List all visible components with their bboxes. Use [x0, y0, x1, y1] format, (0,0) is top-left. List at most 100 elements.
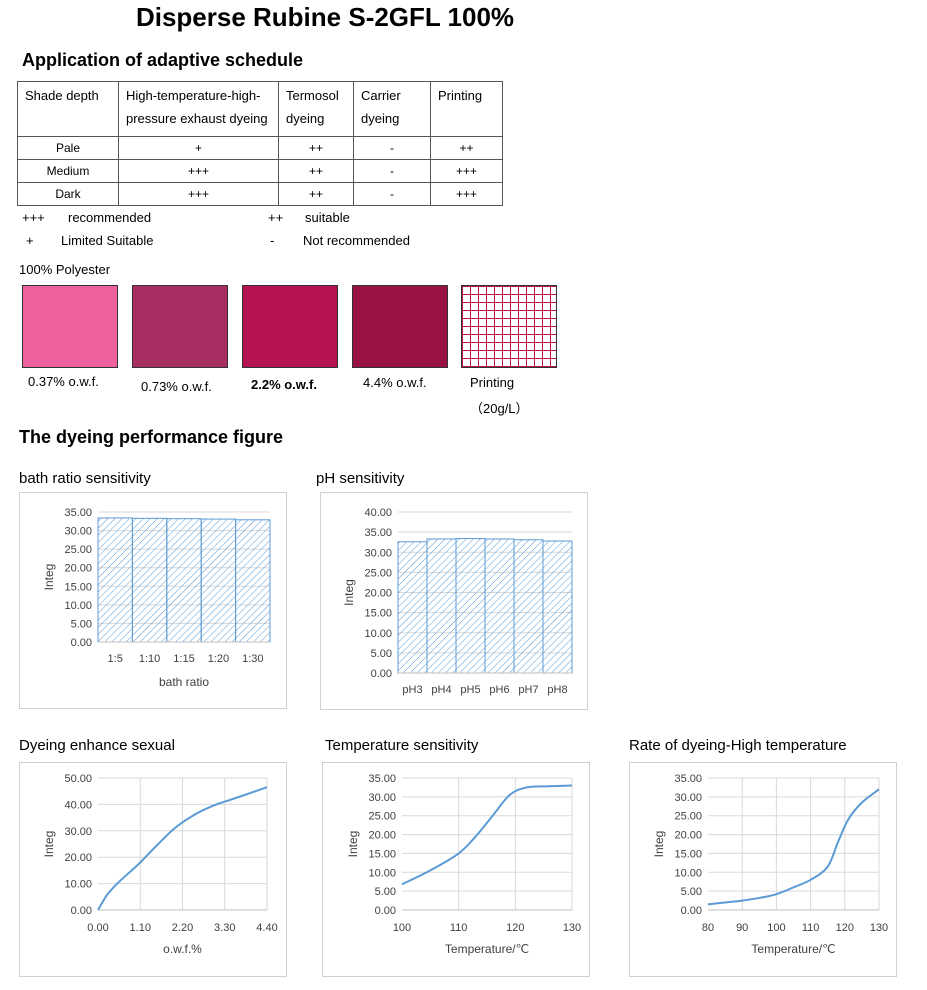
- y-tick-label: 15.00: [674, 848, 702, 860]
- table-cell: -: [353, 159, 431, 183]
- y-tick-label: 5.00: [71, 618, 92, 630]
- y-tick-label: 10.00: [674, 867, 702, 879]
- schedule-table: Shade depth High-temperature-high-pressu…: [17, 81, 503, 206]
- x-tick-label: 130: [870, 922, 888, 934]
- y-tick-label: 40.00: [364, 507, 392, 519]
- y-axis-label: Integ: [42, 831, 56, 858]
- header-shade-depth: Shade depth: [17, 81, 119, 137]
- y-tick-label: 25.00: [368, 811, 396, 823]
- schedule-heading: Application of adaptive schedule: [22, 50, 304, 70]
- x-tick-label: 130: [563, 922, 581, 934]
- bar: [513, 539, 544, 674]
- table-cell: Pale: [17, 136, 119, 160]
- y-tick-label: 15.00: [364, 608, 392, 620]
- y-axis-label: Integ: [42, 564, 56, 591]
- y-tick-label: 5.00: [375, 886, 396, 898]
- legend-text: Not recommended: [303, 233, 410, 248]
- bar: [397, 541, 428, 674]
- y-tick-label: 30.00: [674, 792, 702, 804]
- chart-title-ph: pH sensitivity: [316, 470, 405, 487]
- ph-svg: 0.00 5.00 10.00 15.00 20.00 25.00 30.00 35.00 40…: [342, 507, 573, 696]
- swatch-label: 0.73% o.w.f.: [141, 379, 212, 394]
- legend-symbol: +++: [22, 210, 45, 225]
- swatch-label: 4.4% o.w.f.: [363, 375, 427, 390]
- bar: [455, 538, 486, 674]
- header-termosol: Termosol dyeing: [278, 81, 354, 137]
- table-row: Pale + ++ - ++: [17, 136, 503, 160]
- bar: [166, 518, 202, 643]
- swatch-printing: [461, 285, 557, 368]
- y-tick-label: 35.00: [64, 507, 92, 519]
- x-tick-label: 1:15: [173, 653, 194, 665]
- header-text: dyeing: [286, 111, 325, 126]
- y-tick-label: 50.00: [64, 773, 92, 785]
- y-tick-label: 30.00: [64, 526, 92, 538]
- x-tick-label: 1:5: [108, 653, 123, 665]
- y-tick-label: 25.00: [364, 567, 392, 579]
- table-cell: +++: [118, 182, 279, 206]
- bar: [484, 538, 515, 674]
- swatch-label: 2.2% o.w.f.: [251, 377, 317, 392]
- y-tick-label: 35.00: [674, 773, 702, 785]
- ph-chart: 0.00 5.00 10.00 15.00 20.00 25.00 30.00 35.00 40…: [320, 492, 588, 710]
- table-cell: +++: [430, 159, 503, 183]
- bath-ratio-svg: 0.00 5.00 10.00 15.00 20.00 25.00 30.00 35.00 1:…: [42, 507, 271, 689]
- table-cell: -: [353, 182, 431, 206]
- y-axis-label: Integ: [652, 831, 666, 858]
- x-tick-label: 0.00: [87, 922, 108, 934]
- header-printing: Printing: [430, 81, 503, 137]
- swatch-label-sub: （20g/L）: [470, 401, 529, 416]
- series-line: [401, 784, 573, 886]
- x-tick-label: 2.20: [172, 922, 193, 934]
- y-tick-label: 20.00: [64, 563, 92, 575]
- y-tick-label: 20.00: [674, 830, 702, 842]
- x-tick-label: 1:30: [242, 653, 263, 665]
- table-cell: ++: [278, 159, 354, 183]
- legend-text: suitable: [305, 210, 350, 225]
- y-tick-label: 0.00: [71, 637, 92, 649]
- x-tick-label: 120: [836, 922, 854, 934]
- y-tick-label: 0.00: [375, 905, 396, 917]
- y-tick-label: 25.00: [674, 811, 702, 823]
- x-tick-label: pH5: [460, 684, 480, 696]
- x-tick-label: 1:10: [139, 653, 160, 665]
- y-tick-label: 10.00: [64, 879, 92, 891]
- y-tick-label: 10.00: [368, 867, 396, 879]
- y-tick-label: 40.00: [64, 799, 92, 811]
- table-cell: Medium: [17, 159, 119, 183]
- swatch-label: 0.37% o.w.f.: [28, 374, 99, 389]
- x-tick-label: 4.40: [256, 922, 277, 934]
- header-text: Printing: [438, 88, 483, 103]
- table-cell: -: [353, 136, 431, 160]
- table-row: Medium +++ ++ - +++: [17, 159, 503, 183]
- rate-svg: 0.00 5.00 10.00 15.00 20.00 25.00 30.00 35.00 80…: [652, 773, 888, 956]
- y-tick-label: 5.00: [681, 886, 702, 898]
- swatch-0-73: [132, 285, 228, 368]
- y-tick-label: 35.00: [368, 773, 396, 785]
- header-text: Termosol: [286, 88, 339, 103]
- page-title: Disperse Rubine S-2GFL 100%: [135, 2, 515, 32]
- y-axis-label: Integ: [342, 579, 356, 606]
- x-tick-label: 120: [506, 922, 524, 934]
- y-tick-label: 10.00: [64, 600, 92, 612]
- performance-heading: The dyeing performance figure: [19, 427, 284, 447]
- swatch-label: Printing: [470, 375, 515, 390]
- x-tick-label: 100: [767, 922, 785, 934]
- bar: [97, 517, 133, 643]
- x-axis-label: Temperature/℃: [445, 942, 529, 956]
- substrate-label: 100% Polyester: [19, 262, 111, 277]
- x-tick-label: 100: [393, 922, 411, 934]
- y-tick-label: 20.00: [364, 588, 392, 600]
- x-tick-label: pH8: [547, 684, 567, 696]
- table-cell: Dark: [17, 182, 119, 206]
- rate-chart: 0.00 5.00 10.00 15.00 20.00 25.00 30.00 35.00 80…: [629, 762, 897, 977]
- y-tick-label: 25.00: [64, 544, 92, 556]
- chart-title-rate: Rate of dyeing-High temperature: [629, 737, 847, 754]
- header-text: Carrier: [361, 88, 401, 103]
- x-tick-label: 1:20: [208, 653, 229, 665]
- table-cell: +: [118, 136, 279, 160]
- table-cell: ++: [278, 136, 354, 160]
- y-tick-label: 20.00: [64, 852, 92, 864]
- y-tick-label: 10.00: [364, 628, 392, 640]
- bar: [542, 540, 573, 674]
